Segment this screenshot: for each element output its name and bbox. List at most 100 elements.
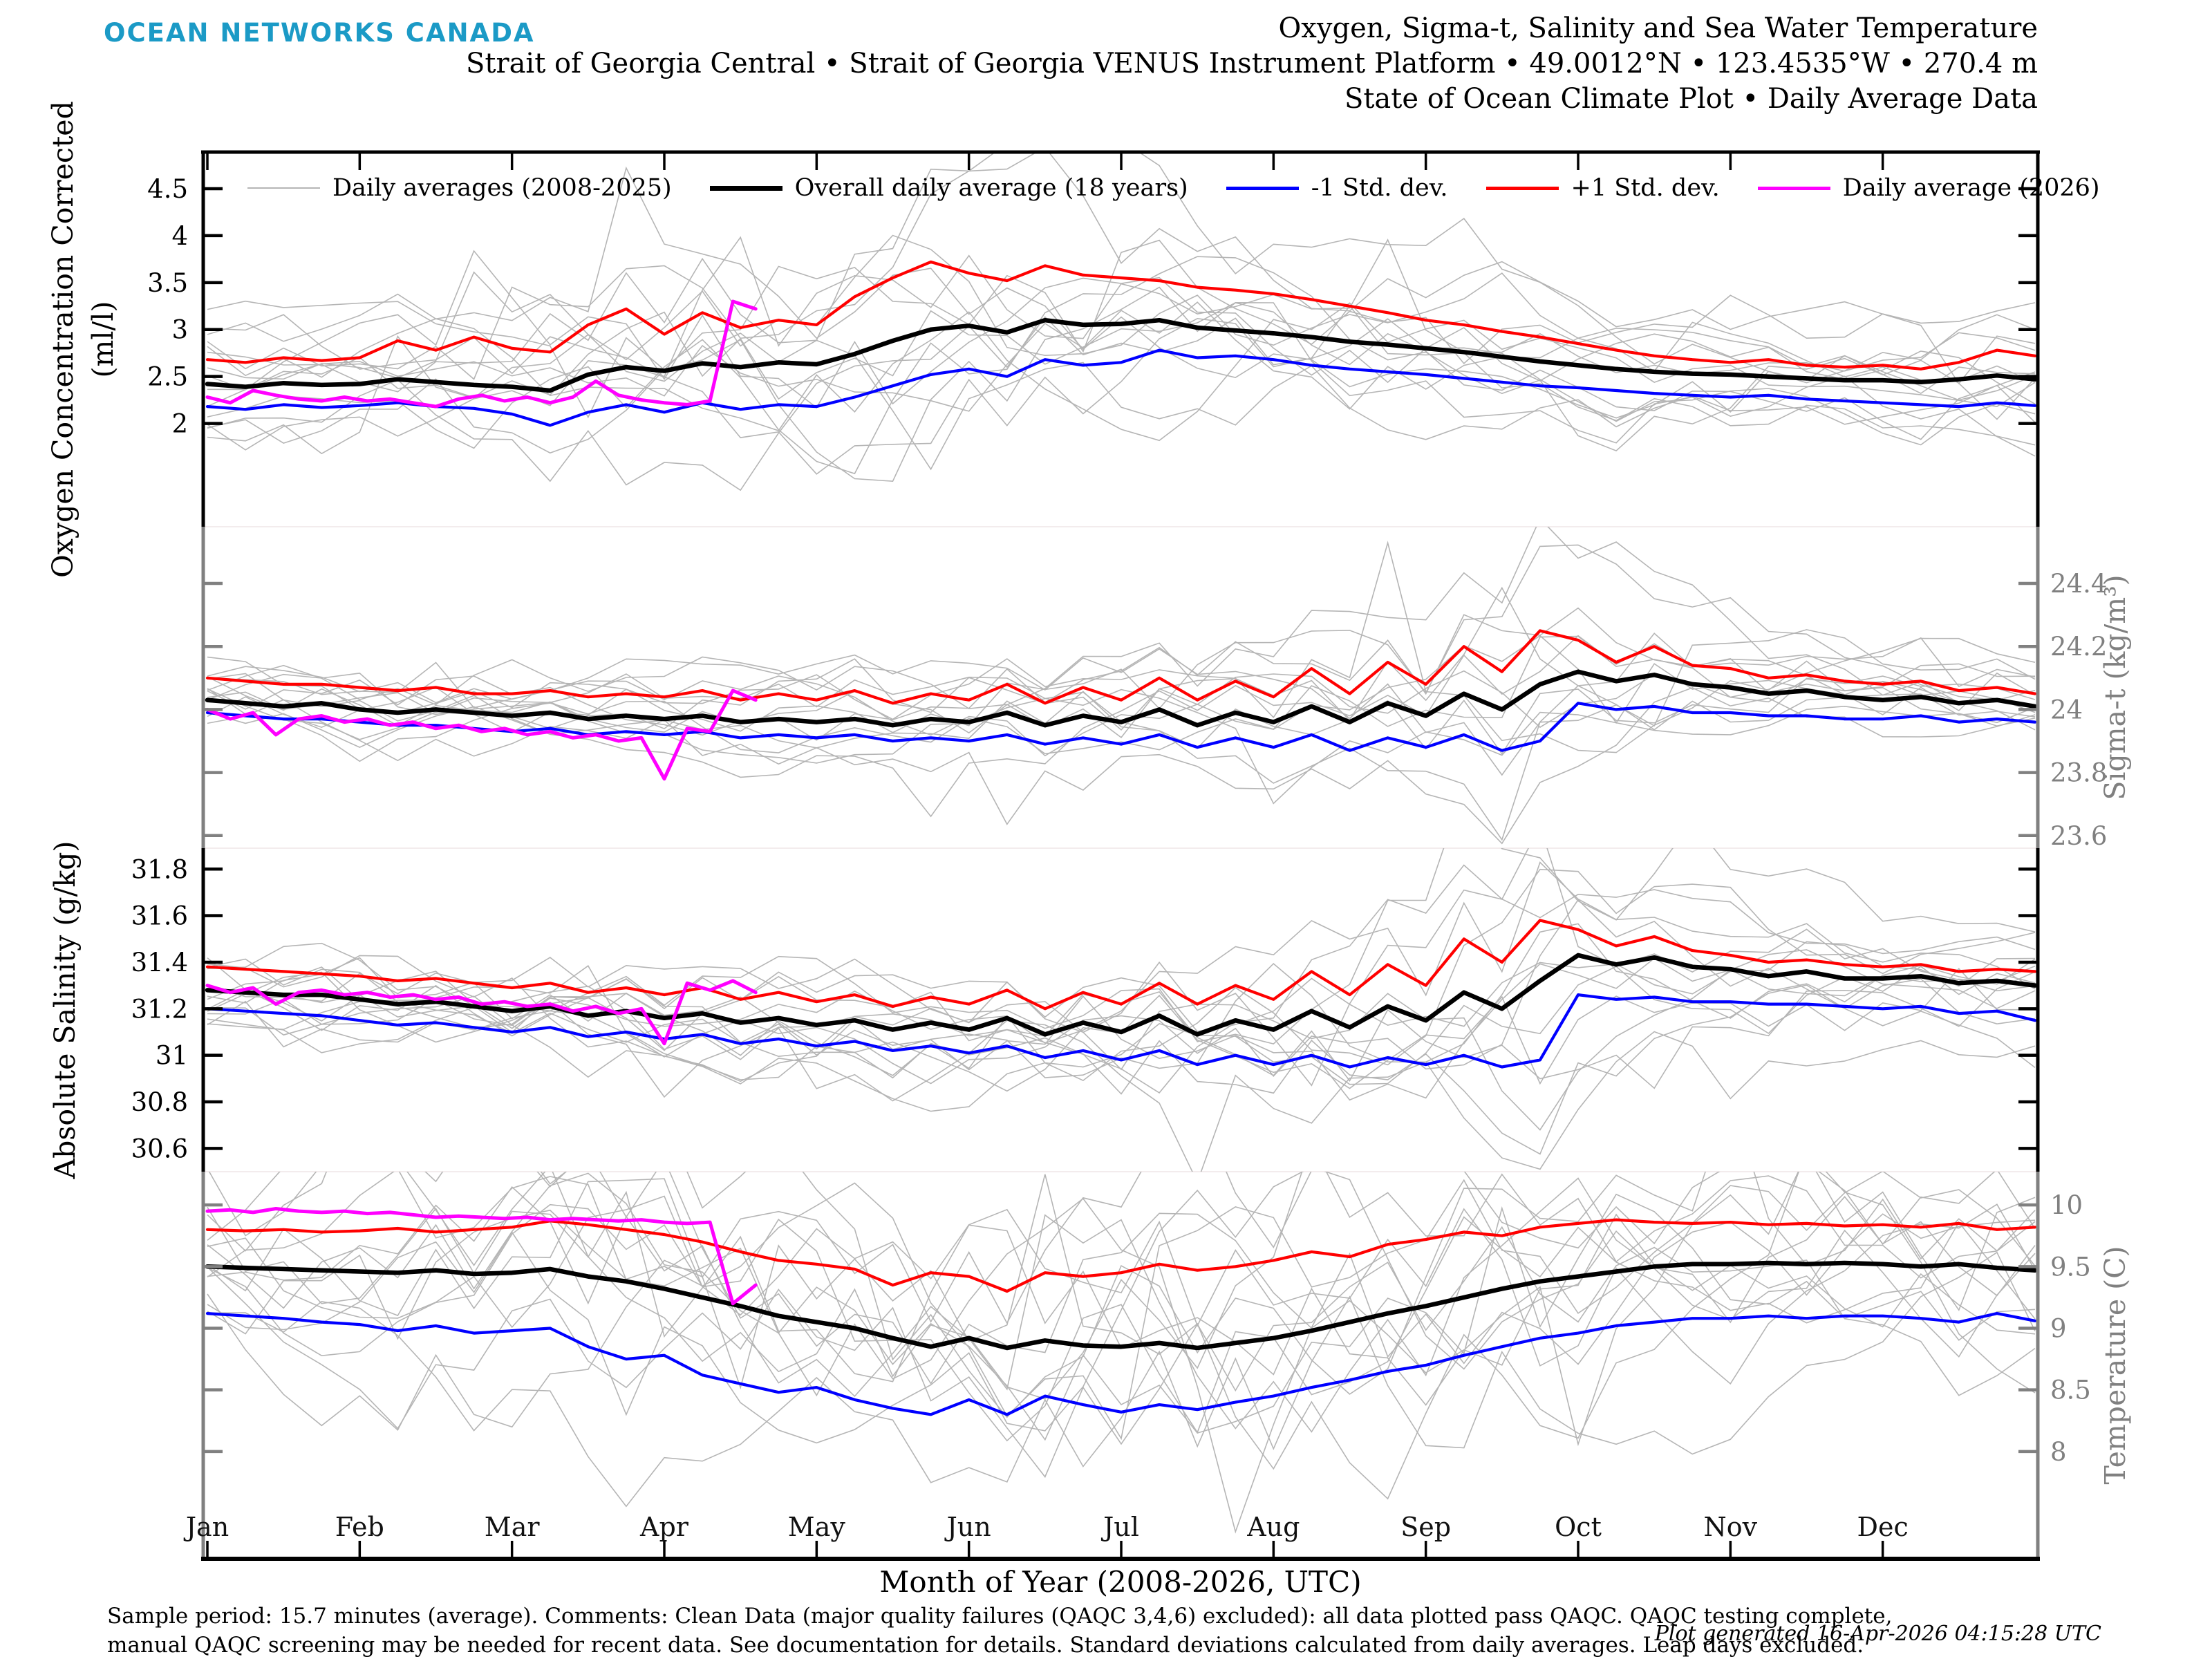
title-line-3: State of Ocean Climate Plot • Daily Aver… xyxy=(1344,83,2038,115)
daily-average-year-trace xyxy=(207,527,2036,734)
daily-average-year-trace xyxy=(207,635,2036,818)
y-tick-label: 23.6 xyxy=(2050,821,2107,851)
plus-1-std-line xyxy=(205,629,2037,705)
overall-mean-line xyxy=(205,669,2038,728)
month-label: Feb xyxy=(335,1512,384,1542)
legend-line-swatch xyxy=(1757,186,1830,190)
daily-average-year-trace xyxy=(207,332,2036,471)
legend-item: Overall daily average (18 years) xyxy=(709,174,1188,202)
y-tick-label: 9.5 xyxy=(2050,1252,2091,1282)
title-line-2: Strait of Georgia Central • Strait of Ge… xyxy=(465,48,2038,79)
y-tick-label: 8.5 xyxy=(2050,1376,2091,1405)
minus-1-std-line xyxy=(205,348,2037,427)
daily-average-year-trace xyxy=(207,861,2036,1076)
footer-comments-line-2: manual QAQC screening may be needed for … xyxy=(107,1633,1864,1658)
sigma-t-axis-label: Sigma-t (kg/m³) xyxy=(2099,574,2132,800)
y-tick-label: 9 xyxy=(2050,1313,2067,1343)
daily-average-year-trace xyxy=(207,673,2036,805)
y-tick-label: 31.2 xyxy=(131,994,188,1024)
plus-1-std-line xyxy=(205,260,2037,371)
legend-item: +1 Std. dev. xyxy=(1485,174,1720,202)
daily-average-year-trace xyxy=(207,152,2036,401)
y-tick-label: 24.2 xyxy=(2050,632,2107,662)
y-tick-label: 30.6 xyxy=(131,1134,188,1163)
daily-average-year-trace xyxy=(207,239,2036,419)
legend-item: Daily average (2026) xyxy=(1757,174,2100,202)
x-axis-label: Month of Year (2008-2026, UTC) xyxy=(879,1565,1361,1599)
current-year-line xyxy=(205,299,758,409)
daily-average-year-trace xyxy=(207,899,2036,1085)
legend-item-label: +1 Std. dev. xyxy=(1571,174,1720,202)
y-tick-label: 10 xyxy=(2050,1190,2083,1220)
month-label: Jul xyxy=(1100,1512,1139,1542)
month-label: Dec xyxy=(1857,1512,1909,1542)
plus-1-std-line xyxy=(205,919,2037,1011)
sigma-t-series-group xyxy=(205,527,2038,845)
month-label: May xyxy=(788,1512,846,1542)
daily-average-year-trace xyxy=(207,586,2036,749)
y-tick-label: 24.4 xyxy=(2050,569,2107,599)
month-label: Sep xyxy=(1400,1512,1451,1542)
y-tick-label: 31.6 xyxy=(131,901,188,931)
salinity-series-group xyxy=(205,848,2038,1172)
daily-average-year-trace xyxy=(207,923,2036,1082)
daily-average-year-trace xyxy=(207,152,2036,385)
daily-average-year-trace xyxy=(207,1172,2036,1400)
minus-1-std-line xyxy=(205,1312,2037,1416)
daily-average-year-trace xyxy=(207,305,2036,475)
daily-average-year-trace xyxy=(207,1172,2036,1441)
oxygen-series-group xyxy=(205,152,2038,491)
y-tick-label: 2.5 xyxy=(147,362,188,392)
plus-1-std-line xyxy=(205,1218,2037,1293)
legend-item-label: -1 Std. dev. xyxy=(1311,174,1448,202)
overall-mean-line xyxy=(205,1260,2038,1351)
y-tick-label: 3 xyxy=(171,315,188,345)
y-tick-label: 3.5 xyxy=(147,268,188,298)
daily-average-year-trace xyxy=(207,687,2036,845)
daily-average-year-trace xyxy=(207,316,2036,491)
daily-average-year-trace xyxy=(207,1172,2036,1500)
daily-average-year-trace xyxy=(207,966,2036,1112)
daily-average-year-trace xyxy=(207,302,2036,442)
oxygen-axis-label: Oxygen Concentration Corrected xyxy=(46,101,79,578)
y-tick-label: 30.8 xyxy=(131,1087,188,1117)
y-tick-label: 4.5 xyxy=(147,174,188,204)
legend-line-swatch xyxy=(247,187,320,189)
month-label: Mar xyxy=(485,1512,541,1542)
salinity-axis-label: Absolute Salinity (g/kg) xyxy=(48,841,82,1180)
daily-average-year-trace xyxy=(207,544,2036,733)
daily-average-year-trace xyxy=(207,985,2036,1172)
daily-average-year-trace xyxy=(207,941,2036,1098)
month-label: Oct xyxy=(1555,1512,1602,1542)
legend-line-swatch xyxy=(1226,186,1299,190)
legend-item-label: Daily average (2026) xyxy=(1842,174,2100,202)
daily-average-year-trace xyxy=(207,1172,2036,1534)
y-tick-label: 24 xyxy=(2050,695,2083,724)
daily-average-year-trace xyxy=(207,166,2036,419)
month-label: Aug xyxy=(1246,1512,1300,1542)
daily-average-year-trace xyxy=(207,1195,2036,1442)
current-year-line xyxy=(205,979,758,1046)
legend-item: Daily averages (2008-2025) xyxy=(247,174,672,202)
footer-comments-line-1: Sample period: 15.7 minutes (average). C… xyxy=(107,1604,1893,1629)
temperature-series-group xyxy=(205,1172,2038,1534)
minus-1-std-line xyxy=(205,993,2037,1069)
daily-average-year-trace xyxy=(207,234,2036,384)
daily-average-year-trace xyxy=(207,236,2036,377)
temperature-axis-label: Temperature (C) xyxy=(2099,1246,2132,1485)
y-tick-label: 31.8 xyxy=(131,854,188,884)
daily-average-year-trace xyxy=(207,1172,2036,1447)
daily-average-year-trace xyxy=(207,250,2036,409)
ocean-networks-canada-logo: OCEAN NETWORKS CANADA xyxy=(104,18,535,48)
daily-average-year-trace xyxy=(207,256,2036,475)
y-tick-label: 8 xyxy=(2050,1437,2067,1467)
legend-line-swatch xyxy=(1485,186,1559,190)
daily-average-year-trace xyxy=(207,971,2036,1155)
daily-average-year-trace xyxy=(207,301,2036,457)
overall-mean-line xyxy=(205,953,2038,1037)
plot-titles: Oxygen, Sigma-t, Salinity and Sea Water … xyxy=(171,11,2038,117)
legend: Daily averages (2008-2025) Overall daily … xyxy=(247,174,2100,202)
current-year-line xyxy=(205,688,758,781)
daily-average-year-trace xyxy=(207,1203,2036,1385)
